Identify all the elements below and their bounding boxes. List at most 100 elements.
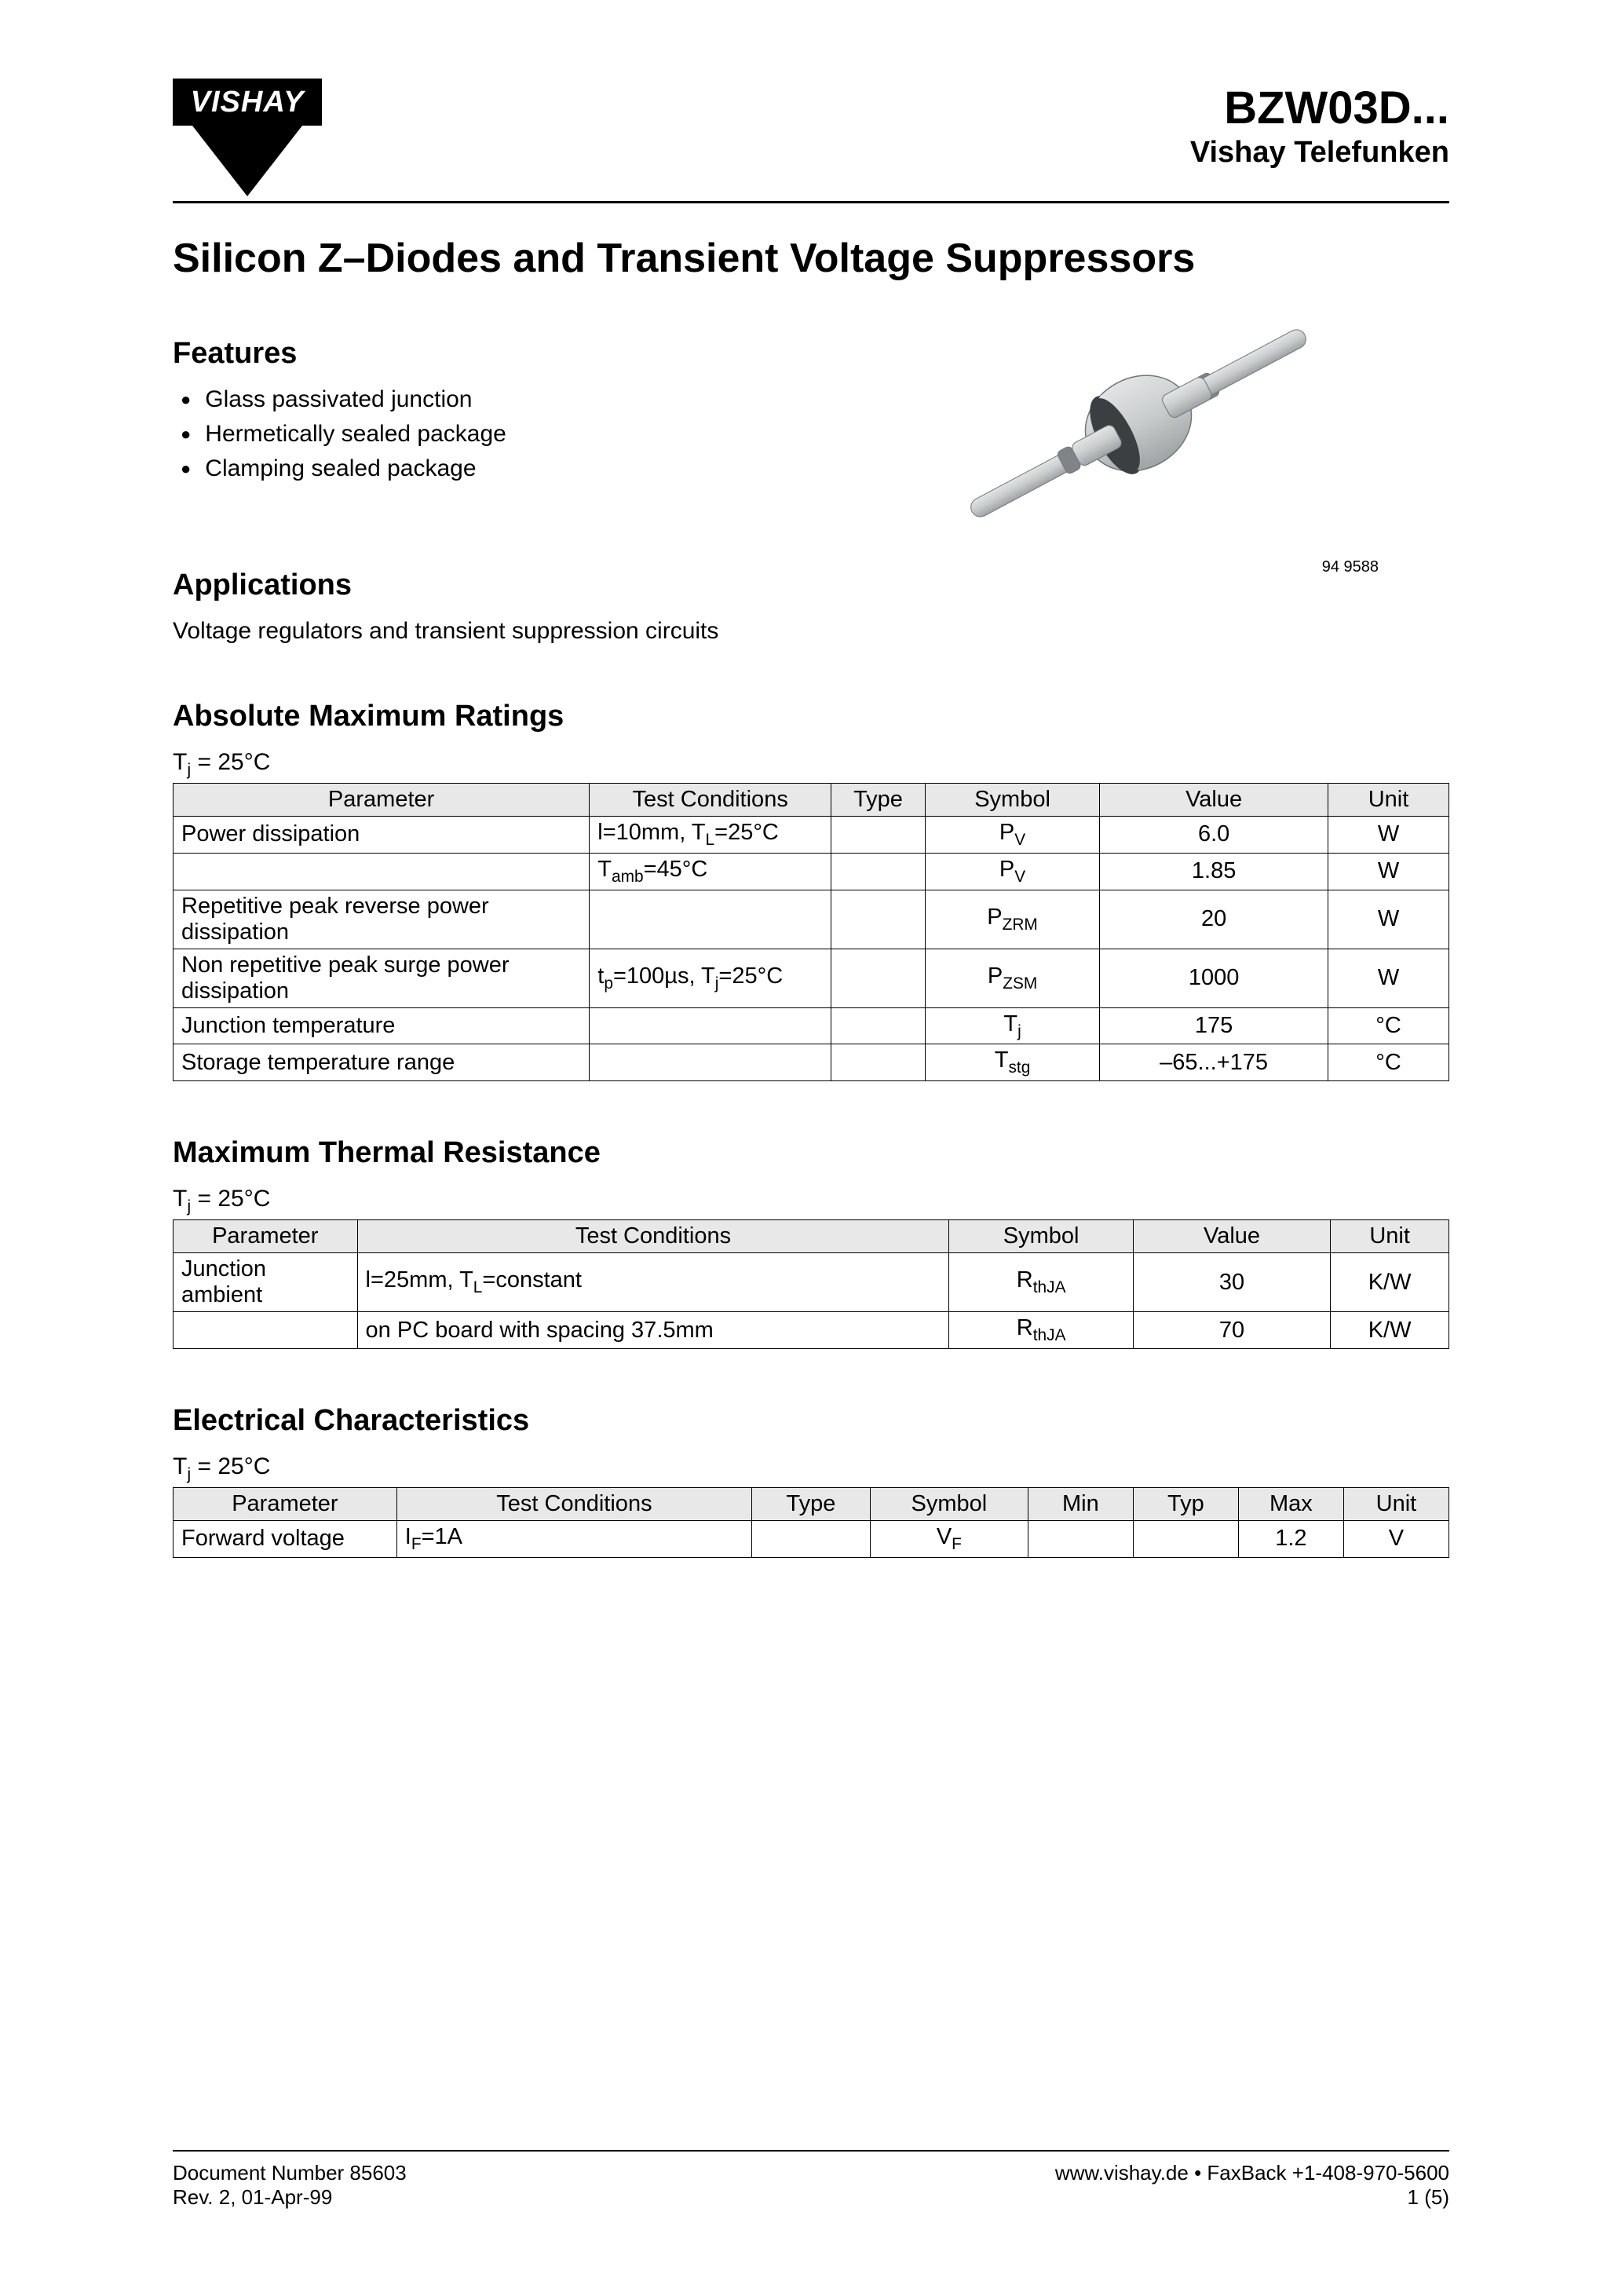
table-header: Max — [1238, 1487, 1343, 1520]
table-cell: l=25mm, TL=constant — [357, 1253, 949, 1312]
amr-cond: Tj = 25°C — [173, 749, 1449, 780]
table-cell: PZSM — [925, 949, 1099, 1007]
table-cell — [831, 890, 926, 949]
table-cell: W — [1328, 853, 1449, 890]
mtr-heading: Maximum Thermal Resistance — [173, 1136, 1449, 1170]
table-cell: 1.2 — [1238, 1520, 1343, 1557]
table-cell: Junction ambient — [174, 1253, 358, 1312]
table-row: Power dissipationl=10mm, TL=25°C PV6.0W — [174, 817, 1449, 854]
table-row: Tamb=45°C PV1.85W — [174, 853, 1449, 890]
package-illustration: 94 9588 — [827, 282, 1449, 569]
table-cell — [831, 1007, 926, 1044]
table-header: Symbol — [870, 1487, 1028, 1520]
table-cell: tp=100µs, Tj=25°C — [590, 949, 831, 1007]
page-number: 1 (5) — [1055, 2185, 1449, 2210]
header-right: BZW03D... Vishay Telefunken — [1190, 79, 1449, 170]
table-header: Value — [1133, 1220, 1330, 1253]
table-cell: –65...+175 — [1100, 1044, 1328, 1081]
table-header: Value — [1100, 784, 1328, 817]
mtr-cond: Tj = 25°C — [173, 1186, 1449, 1216]
table-cell: l=10mm, TL=25°C — [590, 817, 831, 854]
table-cell: RthJA — [949, 1253, 1134, 1312]
table-cell: W — [1328, 949, 1449, 1007]
table-cell: Non repetitive peak surge power dissipat… — [174, 949, 590, 1007]
table-header: Parameter — [174, 784, 590, 817]
logo: VISHAY — [173, 79, 322, 196]
table-row: Junction ambientl=25mm, TL=constantRthJA… — [174, 1253, 1449, 1312]
footer-web: www.vishay.de • FaxBack +1-408-970-5600 — [1055, 2161, 1449, 2185]
table-cell: RthJA — [949, 1312, 1134, 1349]
amr-heading: Absolute Maximum Ratings — [173, 700, 1449, 733]
table-header: Type — [752, 1487, 871, 1520]
table-cell: 30 — [1133, 1253, 1330, 1312]
table-cell: Storage temperature range — [174, 1044, 590, 1081]
table-cell: K/W — [1331, 1312, 1449, 1349]
table-cell: Tstg — [925, 1044, 1099, 1081]
table-cell: Power dissipation — [174, 817, 590, 854]
table-cell — [174, 853, 590, 890]
table-cell — [590, 890, 831, 949]
brand-line: Vishay Telefunken — [1190, 136, 1449, 170]
table-cell: Forward voltage — [174, 1520, 397, 1557]
table-row: Junction temperature Tj175°C — [174, 1007, 1449, 1044]
table-cell — [831, 853, 926, 890]
logo-text: VISHAY — [173, 79, 322, 126]
main-title: Silicon Z–Diodes and Transient Voltage S… — [173, 235, 1449, 282]
footer-left: Document Number 85603 Rev. 2, 01-Apr-99 — [173, 2161, 407, 2210]
table-cell — [831, 1044, 926, 1081]
table-header: Parameter — [174, 1487, 397, 1520]
applications-text: Voltage regulators and transient suppres… — [173, 618, 795, 645]
feature-item: Clamping sealed package — [181, 455, 795, 482]
table-cell: 20 — [1100, 890, 1328, 949]
revision: Rev. 2, 01-Apr-99 — [173, 2185, 407, 2210]
table-cell — [1028, 1520, 1133, 1557]
footer-right: www.vishay.de • FaxBack +1-408-970-5600 … — [1055, 2161, 1449, 2210]
footer: Document Number 85603 Rev. 2, 01-Apr-99 … — [173, 2150, 1449, 2210]
table-header: Unit — [1328, 784, 1449, 817]
header: VISHAY BZW03D... Vishay Telefunken — [173, 79, 1449, 203]
table-cell — [590, 1044, 831, 1081]
table-cell: 6.0 — [1100, 817, 1328, 854]
table-cell: VF — [870, 1520, 1028, 1557]
table-cell: Junction temperature — [174, 1007, 590, 1044]
features-heading: Features — [173, 337, 795, 371]
features-list: Glass passivated junction Hermetically s… — [173, 386, 795, 482]
table-header: Test Conditions — [590, 784, 831, 817]
ec-table: ParameterTest ConditionsTypeSymbolMinTyp… — [173, 1487, 1449, 1558]
table-cell — [1133, 1520, 1238, 1557]
part-number: BZW03D... — [1190, 82, 1449, 134]
table-cell: PV — [925, 817, 1099, 854]
table-cell: K/W — [1331, 1253, 1449, 1312]
table-cell: Repetitive peak reverse power dissipatio… — [174, 890, 590, 949]
amr-table: ParameterTest ConditionsTypeSymbolValueU… — [173, 783, 1449, 1081]
table-cell: PV — [925, 853, 1099, 890]
logo-triangle-icon — [192, 126, 302, 196]
table-row: on PC board with spacing 37.5mmRthJA70K/… — [174, 1312, 1449, 1349]
table-cell — [590, 1007, 831, 1044]
table-header: Unit — [1331, 1220, 1449, 1253]
table-cell: 1.85 — [1100, 853, 1328, 890]
table-cell: Tj — [925, 1007, 1099, 1044]
table-header: Type — [831, 784, 926, 817]
table-cell: °C — [1328, 1007, 1449, 1044]
table-cell: IF=1A — [396, 1520, 751, 1557]
table-header: Parameter — [174, 1220, 358, 1253]
table-cell: on PC board with spacing 37.5mm — [357, 1312, 949, 1349]
table-cell: Tamb=45°C — [590, 853, 831, 890]
table-cell: W — [1328, 817, 1449, 854]
feature-item: Hermetically sealed package — [181, 421, 795, 448]
table-cell: °C — [1328, 1044, 1449, 1081]
table-header: Min — [1028, 1487, 1133, 1520]
table-row: Forward voltageIF=1AVF1.2V — [174, 1520, 1449, 1557]
table-cell: 70 — [1133, 1312, 1330, 1349]
table-cell: PZRM — [925, 890, 1099, 949]
table-row: Repetitive peak reverse power dissipatio… — [174, 890, 1449, 949]
feature-item: Glass passivated junction — [181, 386, 795, 413]
table-cell — [831, 949, 926, 1007]
ec-cond: Tj = 25°C — [173, 1453, 1449, 1484]
table-header: Unit — [1343, 1487, 1448, 1520]
table-header: Symbol — [949, 1220, 1134, 1253]
table-row: Storage temperature range Tstg–65...+175°… — [174, 1044, 1449, 1081]
applications-heading: Applications — [173, 569, 795, 602]
table-cell: 175 — [1100, 1007, 1328, 1044]
